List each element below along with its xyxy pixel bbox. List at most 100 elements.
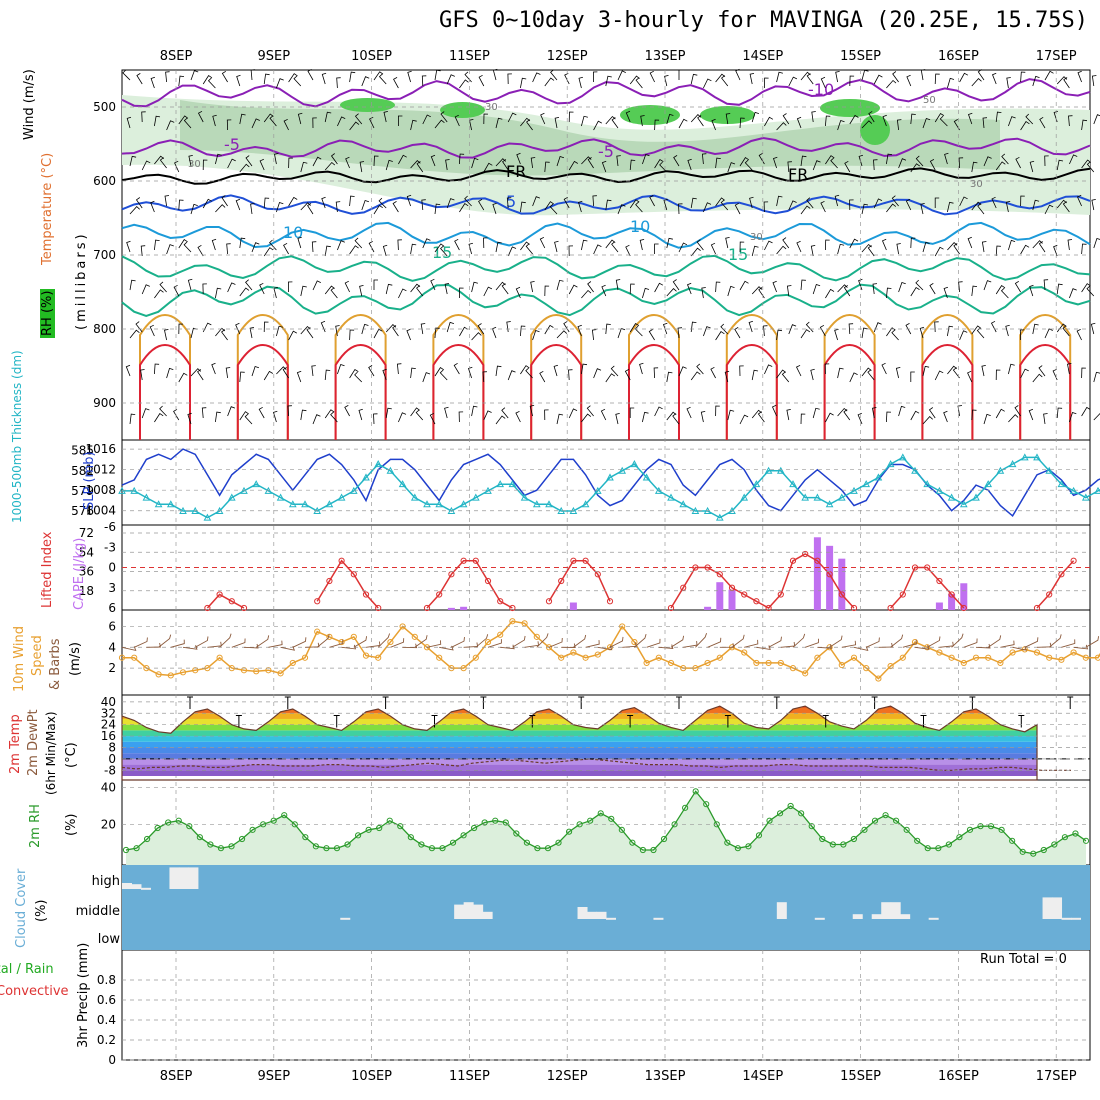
upper-wind-barb bbox=[834, 194, 840, 207]
upper-wind-barb bbox=[678, 69, 683, 80]
upper-wind-barb bbox=[349, 329, 355, 341]
upper-wind-barb bbox=[678, 118, 688, 129]
cloud-background bbox=[122, 865, 1090, 950]
cloud-cell-middle bbox=[1052, 897, 1063, 919]
upper-wind-barb bbox=[601, 160, 607, 173]
thickness-point bbox=[545, 500, 553, 508]
upper-wind-barb bbox=[516, 152, 521, 165]
wind-speed-point bbox=[741, 649, 748, 656]
upper-wind-barb bbox=[187, 278, 193, 291]
temp-band bbox=[122, 747, 1037, 754]
upper-wind-barb bbox=[165, 71, 170, 83]
upper-wind-barb bbox=[263, 370, 274, 381]
upper-wind-barb bbox=[715, 331, 725, 341]
upper-wind-barb bbox=[787, 161, 792, 173]
wind-speed-point bbox=[472, 654, 479, 661]
upper-wind-barb bbox=[482, 371, 487, 383]
upper-wind-barb bbox=[226, 119, 232, 131]
cloud-cell-middle bbox=[587, 911, 598, 919]
temp-band bbox=[122, 741, 1037, 748]
upper-ylabel-mb: (millibars) bbox=[74, 231, 89, 330]
upper-wind-barb bbox=[934, 370, 944, 381]
wind-barb bbox=[719, 643, 735, 648]
rh-point bbox=[819, 835, 826, 843]
upper-wind-barb bbox=[283, 118, 289, 131]
wind-speed-point bbox=[643, 659, 650, 667]
wind-barb bbox=[353, 636, 368, 648]
upper-wind-barb bbox=[183, 241, 192, 253]
contour-label-4: FR bbox=[788, 165, 808, 184]
wind-barb bbox=[243, 643, 259, 649]
li-tick--3: -3 bbox=[104, 540, 116, 554]
wind-barb bbox=[134, 637, 148, 648]
upper-wind-barb bbox=[385, 283, 393, 295]
date-top-11SEP: 11SEP bbox=[449, 49, 490, 64]
date-bottom-12SEP: 12SEP bbox=[547, 1069, 588, 1084]
upper-wind-barb bbox=[288, 157, 293, 169]
thickness-point bbox=[850, 486, 858, 494]
wind-barb bbox=[975, 643, 991, 649]
upper-wind-barb bbox=[1069, 154, 1078, 165]
upper-wind-barb bbox=[776, 71, 783, 83]
thickness-point bbox=[837, 493, 846, 501]
upper-wind-barb bbox=[221, 329, 228, 341]
upper-wind-barb bbox=[1038, 241, 1046, 253]
wind-barb bbox=[1048, 634, 1062, 648]
upper-wind-barb bbox=[982, 117, 988, 129]
rh-point bbox=[1051, 841, 1058, 848]
rh-point bbox=[460, 832, 467, 839]
temp-band bbox=[122, 724, 1037, 731]
precip-tick-0.6: 0.6 bbox=[97, 993, 116, 1007]
upper-wind-barb bbox=[245, 279, 253, 291]
wind-barb bbox=[573, 634, 587, 648]
rh-point bbox=[734, 845, 741, 852]
upper-wind-barb bbox=[642, 411, 649, 423]
isotherm-1 bbox=[121, 136, 1091, 159]
thickness-point bbox=[1033, 453, 1041, 461]
wind-speed-point bbox=[875, 675, 882, 682]
upper-wind-barb bbox=[837, 367, 844, 379]
upper-wind-barb bbox=[483, 410, 492, 421]
thickness-point bbox=[264, 486, 273, 494]
upper-wind-barb bbox=[710, 366, 716, 379]
upper-wind-barb bbox=[129, 279, 136, 291]
upper-wind-barb bbox=[296, 370, 302, 383]
upper-wind-barb bbox=[359, 285, 364, 297]
upper-wind-barb bbox=[892, 71, 899, 83]
rh-point bbox=[365, 826, 372, 833]
upper-wind-barb bbox=[1020, 244, 1030, 255]
upper-wind-barb bbox=[129, 413, 136, 425]
upper-wind-barb bbox=[873, 322, 882, 333]
upper-wind-barb bbox=[617, 204, 626, 215]
upper-wind-barb bbox=[586, 405, 594, 417]
rh-point bbox=[1082, 837, 1090, 844]
upper-wind-barb bbox=[373, 413, 378, 425]
li-ylabel-right: CAPE (J/kg) bbox=[72, 537, 87, 610]
temp-minmax-whisker bbox=[187, 696, 193, 709]
upper-wind-barb bbox=[720, 199, 729, 211]
upper-wind-barb bbox=[1014, 405, 1021, 417]
wind-barb bbox=[585, 640, 600, 648]
upper-wind-barb bbox=[898, 281, 906, 293]
wind-speed-point bbox=[362, 652, 370, 659]
thickness-point bbox=[911, 466, 919, 474]
upper-wind-barb bbox=[149, 324, 155, 337]
upper-wind-barb bbox=[600, 408, 607, 421]
upper-wind-barb bbox=[1081, 159, 1092, 169]
upper-wind-barb bbox=[796, 240, 802, 253]
upper-wind-barb bbox=[861, 203, 869, 215]
upper-wind-barb bbox=[849, 372, 858, 383]
cloud-cell-middle bbox=[871, 914, 882, 919]
lifted-index-point bbox=[570, 557, 577, 564]
cloud-cell-high bbox=[131, 884, 142, 889]
upper-wind-barb bbox=[751, 245, 759, 257]
upper-wind-barb bbox=[625, 110, 631, 123]
upper-wind-barb bbox=[1053, 244, 1058, 257]
upper-wind-barb bbox=[581, 289, 592, 299]
thickness-point bbox=[874, 473, 883, 481]
thickness-point bbox=[337, 493, 346, 501]
upper-wind-barb bbox=[629, 322, 640, 333]
upper-wind-barb bbox=[617, 70, 626, 81]
wind-ylabel-units: (m/s) bbox=[68, 642, 83, 676]
upper-wind-barb bbox=[1062, 325, 1070, 337]
